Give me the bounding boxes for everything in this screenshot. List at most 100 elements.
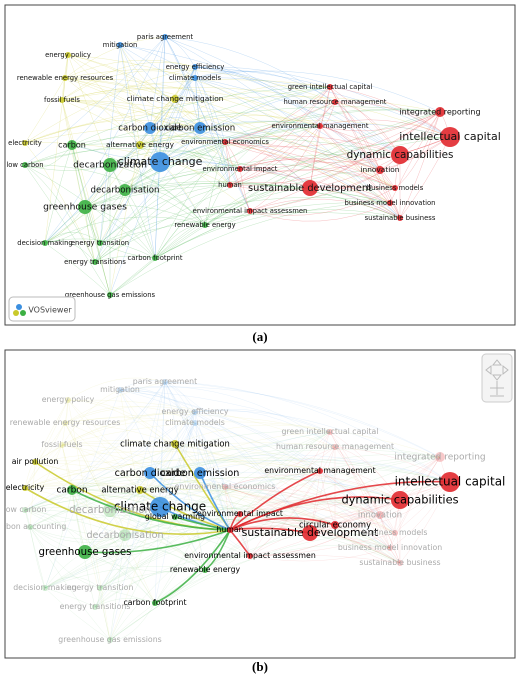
link [24,509,31,528]
link [61,99,111,296]
link [199,431,331,474]
node [78,545,92,559]
link [379,514,391,549]
link [109,150,241,170]
node [247,208,253,214]
focus-link [154,529,231,604]
link [99,587,111,641]
link [329,431,381,516]
node-label: circular economy [299,520,371,530]
node-label: decision making [13,583,77,592]
link [24,442,336,489]
link [224,446,336,488]
link [229,101,336,186]
node [192,420,198,426]
link [204,141,226,226]
node-label: energy efficiency [166,63,224,71]
link [44,566,206,589]
node [92,259,98,265]
node [440,127,460,147]
link [44,232,101,244]
link [29,513,391,549]
link [64,77,231,186]
node [387,200,393,206]
link [139,84,331,146]
link [249,554,401,564]
node [331,521,339,529]
link [389,111,441,204]
node-label: energy transitions [60,602,131,611]
node-label: intellectual capital [399,130,501,143]
link [64,406,196,424]
link [94,189,126,263]
link [239,168,391,204]
link [239,111,441,170]
node [117,42,123,48]
link [109,121,321,166]
link [239,506,396,534]
panel-b-frame [4,349,516,659]
link [64,414,331,433]
link [99,212,401,244]
link [24,96,441,144]
node [22,507,28,513]
link [71,144,111,296]
link [44,242,111,296]
link [379,514,396,534]
link [61,444,86,553]
link [44,125,321,244]
link [109,164,156,259]
link [24,487,206,571]
link [99,506,161,589]
node [194,122,206,134]
link [239,470,321,515]
node-label: renewable energy resources [10,418,121,427]
link [29,516,176,540]
node [391,146,409,164]
node [247,553,253,559]
link [64,381,166,424]
node-label: renewable energy resources [17,74,114,82]
zoom-control[interactable] [481,353,513,403]
node-label: business models [367,184,424,192]
link [119,44,176,100]
link [319,469,401,501]
link [249,547,391,562]
link [61,62,196,101]
link [24,137,401,166]
node [192,64,198,70]
node-label: human resource management [284,98,387,106]
link [309,185,391,204]
node [144,122,156,134]
link [204,187,311,226]
node [32,459,38,465]
link [61,440,176,446]
link [29,449,441,528]
link [29,526,46,589]
link [199,459,451,483]
link [159,86,331,163]
node [435,107,445,117]
link [224,141,311,189]
link [329,86,451,138]
link [194,408,331,433]
node-label: low carbon [4,505,47,514]
link [124,181,401,219]
node-label: decarbonization [69,505,151,516]
link [379,514,401,564]
node [192,409,198,415]
focus-link [174,516,231,531]
caption: (b) [252,659,268,674]
link [24,459,401,501]
link [154,187,396,259]
link [84,184,391,208]
link [61,99,226,143]
link [174,443,396,534]
link [64,77,381,171]
link [109,532,396,641]
link [329,86,401,156]
link [109,509,251,557]
node [62,75,68,81]
node [97,240,103,246]
node [435,452,445,462]
